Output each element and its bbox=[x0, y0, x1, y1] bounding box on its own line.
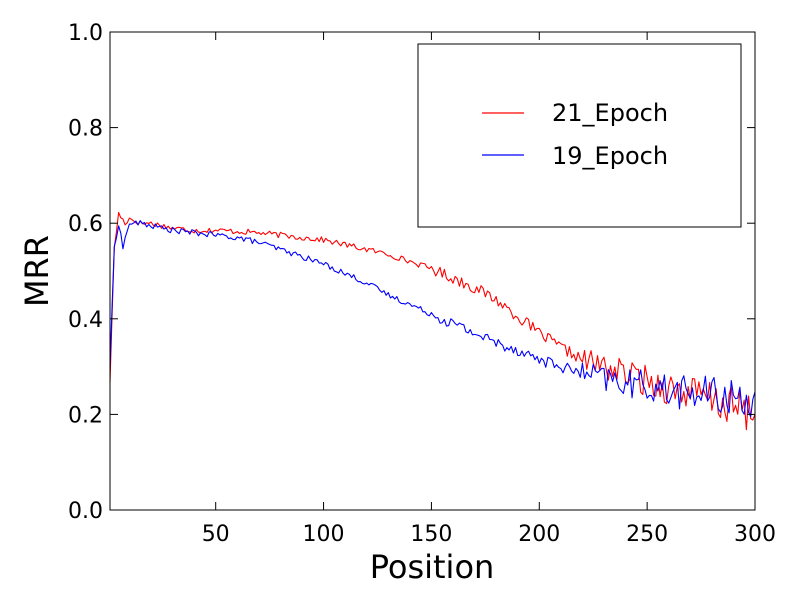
legend-frame bbox=[417, 43, 742, 228]
y-tick-label: 0.2 bbox=[68, 403, 103, 428]
series-line-19-epoch bbox=[109, 220, 756, 418]
x-tick-label: 100 bbox=[303, 522, 345, 547]
plot-frame bbox=[109, 31, 756, 511]
y-tick-label: 1.0 bbox=[68, 21, 103, 46]
x-tick-label: 250 bbox=[626, 522, 668, 547]
series-layer bbox=[109, 211, 756, 431]
x-tick-label: 300 bbox=[734, 522, 776, 547]
y-tick-label: 0.8 bbox=[68, 117, 103, 142]
y-axis-title: MRR bbox=[18, 235, 56, 307]
x-tick-label: 50 bbox=[202, 522, 230, 547]
x-tick-label: 200 bbox=[518, 522, 560, 547]
x-tick-label: 150 bbox=[410, 522, 452, 547]
legend-label-19-epoch: 19_Epoch bbox=[552, 142, 668, 170]
legend-label-21-epoch: 21_Epoch bbox=[552, 99, 668, 127]
legend: 21_Epoch 19_Epoch bbox=[417, 43, 742, 228]
ticks-layer: 50 100 150 200 250 300 0.0 0.2 0.4 0.6 0.8 1.0 bbox=[68, 21, 776, 547]
y-tick-label: 0.0 bbox=[68, 499, 103, 524]
y-tick-label: 0.4 bbox=[68, 308, 103, 333]
x-axis-title: Position bbox=[370, 548, 495, 586]
y-tick-label: 0.6 bbox=[68, 212, 103, 237]
series-line-21-epoch bbox=[109, 211, 756, 431]
